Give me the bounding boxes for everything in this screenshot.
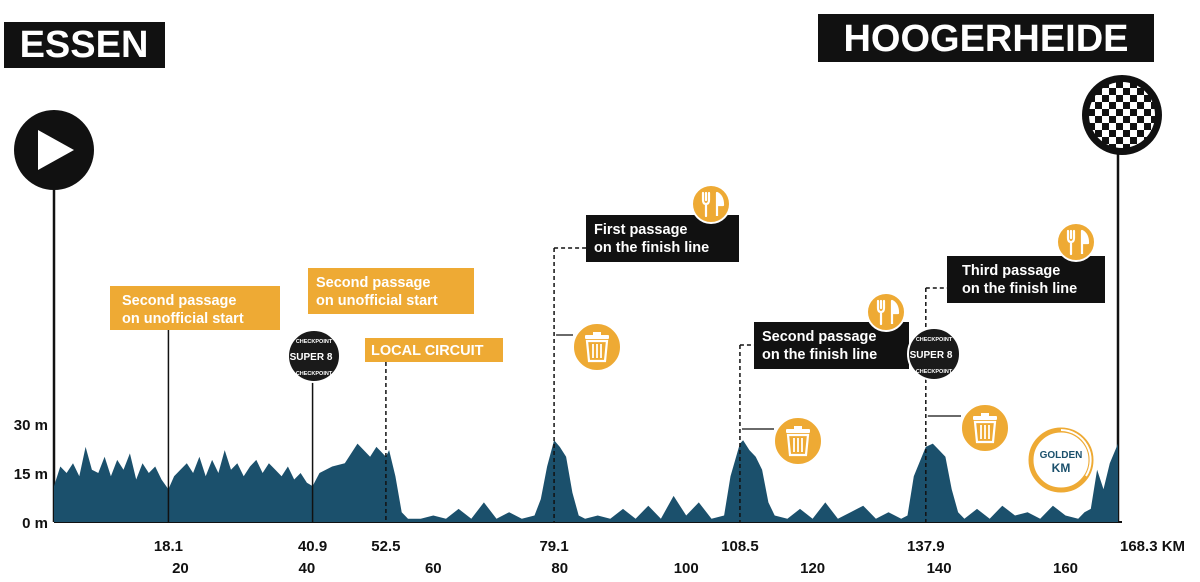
trash-handle — [593, 332, 601, 335]
golden-km-line2: KM — [1052, 461, 1071, 475]
golden-km-badge: GOLDEN KM — [1028, 427, 1094, 493]
x-tick-minor-label: 160 — [1053, 560, 1078, 577]
trash-body — [585, 339, 609, 363]
super8-badge-bg — [907, 327, 961, 381]
marker-label-line: on the finish line — [594, 240, 709, 256]
marker-km-137-9: Third passage on the finish line CHECKPOIN… — [907, 222, 1105, 522]
super8-badge: CHECKPOINT SUPER 8 CHECKPOINT — [287, 329, 341, 383]
trash-body — [973, 420, 997, 444]
elevation-area — [54, 440, 1118, 522]
trash-handle — [981, 413, 989, 416]
marker-label-line: on the finish line — [962, 281, 1077, 297]
marker-label-box — [308, 268, 474, 314]
marker-label-line: Third passage — [962, 263, 1060, 279]
marker-label-line: on unofficial start — [316, 293, 438, 309]
super8-badge: CHECKPOINT SUPER 8 CHECKPOINT — [907, 327, 961, 381]
fork-shape — [1066, 229, 1076, 256]
fork-knife-icon-bg — [866, 292, 906, 332]
marker-label-line: Second passage — [122, 293, 236, 309]
trash-bin-icon — [960, 403, 1010, 453]
y-tick-label: 0 m — [22, 515, 48, 532]
super8-main: SUPER 8 — [910, 350, 953, 361]
x-tick-minor-label: 80 — [551, 560, 568, 577]
trash-lid — [786, 429, 810, 433]
checkered-flag-icon — [1082, 75, 1162, 155]
x-tick-major-label: 168.3 KM — [1120, 538, 1185, 555]
trash-lid — [585, 335, 609, 339]
golden-km-arc — [1060, 429, 1092, 477]
super8-top: CHECKPOINT — [296, 339, 333, 345]
elevation-profile — [54, 440, 1118, 522]
fork-knife-icon-bg — [691, 184, 731, 224]
x-tick-major-label: 108.5 — [721, 538, 759, 555]
golden-km-line1: GOLDEN — [1040, 450, 1083, 461]
trash-lid — [973, 416, 997, 420]
super8-main: SUPER 8 — [290, 352, 333, 363]
x-tick-major-label: 18.1 — [154, 538, 183, 555]
y-tick-label: 30 m — [14, 417, 48, 434]
fork-knife-icon-bg — [1056, 222, 1096, 262]
marker-km-40-9: Second passage on unofficial start CHECKPO… — [287, 268, 474, 522]
x-tick-minor-label: 100 — [674, 560, 699, 577]
x-tick-major-label: 40.9 — [298, 538, 327, 555]
x-tick-minor-label: 20 — [172, 560, 189, 577]
marker-label-line: on the finish line — [762, 347, 877, 363]
x-tick-minor-label: 140 — [927, 560, 952, 577]
super8-top: CHECKPOINT — [916, 337, 953, 343]
marker-km-79-1: First passage on the finish line — [553, 184, 739, 522]
knife-shape — [1080, 229, 1090, 254]
marker-label-box — [365, 338, 503, 362]
trash-body — [786, 433, 810, 457]
x-tick-major-label: 79.1 — [539, 538, 568, 555]
trash-handle — [794, 426, 802, 429]
trash-bin-icon — [572, 322, 622, 372]
marker-label-box — [110, 286, 280, 330]
x-tick-major-label: 137.9 — [907, 538, 945, 555]
marker-label-line: on unofficial start — [122, 311, 244, 327]
start-city-name: ESSEN — [20, 24, 149, 66]
finish-city-plate-bg — [818, 14, 1154, 62]
marker-label-line: Second passage — [316, 275, 430, 291]
play-icon — [14, 110, 94, 190]
fork-knife-icon — [866, 292, 906, 332]
knife-shape — [890, 299, 900, 324]
marker-label-line: Second passage — [762, 329, 876, 345]
x-tick-minor-label: 120 — [800, 560, 825, 577]
x-axis-ticks: 18.1 40.9 52.5 79.1 108.5 137.9 168.3 KM 20 40 60… — [154, 538, 1185, 577]
start-city-plate-bg — [4, 22, 165, 68]
x-tick-minor-label: 40 — [299, 560, 316, 577]
trash-bin-icon — [773, 416, 823, 466]
marker-label-box — [947, 256, 1105, 303]
marker-km-18-1: Second passage on unofficial start — [110, 286, 280, 522]
super8-bottom: CHECKPOINT — [296, 371, 333, 377]
finish-city-plate: HOOGERHEIDE — [818, 14, 1154, 62]
fork-knife-icon — [691, 184, 731, 224]
finish-city-name: HOOGERHEIDE — [843, 18, 1128, 60]
marker-label-line: First passage — [594, 222, 688, 238]
marker-km-108-5: Second passage on the finish line — [739, 292, 909, 522]
y-tick-label: 15 m — [14, 466, 48, 483]
fork-shape — [701, 191, 711, 218]
x-tick-major-label: 52.5 — [371, 538, 400, 555]
start-city-plate: ESSEN — [4, 22, 165, 68]
fork-knife-icon — [1056, 222, 1096, 262]
x-tick-minor-label: 60 — [425, 560, 442, 577]
knife-shape — [715, 191, 725, 216]
super8-badge-bg — [287, 329, 341, 383]
marker-km-52-5: LOCAL CIRCUIT — [365, 338, 503, 522]
fork-shape — [876, 299, 886, 326]
marker-label-line: LOCAL CIRCUIT — [371, 343, 484, 359]
super8-bottom: CHECKPOINT — [916, 369, 953, 375]
